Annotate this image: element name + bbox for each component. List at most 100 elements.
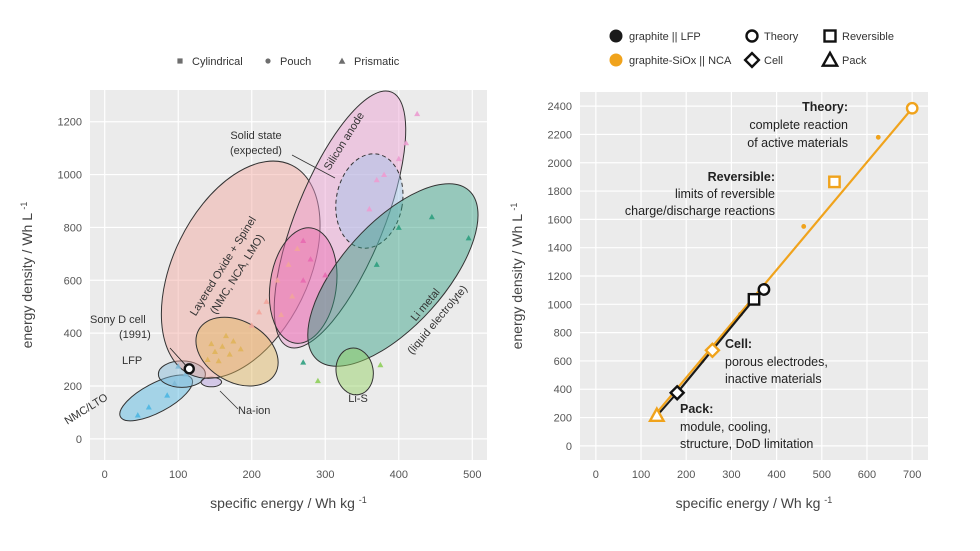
- region-ellipse: [268, 227, 338, 344]
- legend-marker-square: [177, 58, 183, 64]
- data-point: [219, 343, 226, 349]
- y-tick-label: 1800: [548, 186, 572, 198]
- data-point: [307, 256, 314, 262]
- y-axis-title: energy density / Wh L -1: [509, 203, 525, 350]
- data-point: [381, 171, 388, 177]
- legend-marker-theory: [745, 29, 759, 43]
- x-tick-label: 700: [903, 469, 921, 481]
- y-tick-label: 800: [64, 222, 82, 234]
- data-point: [263, 298, 270, 304]
- annotation-reversible-line2: charge/discharge reactions: [625, 204, 775, 218]
- na-ion-leader: [219, 390, 239, 410]
- region-ellipse: [273, 90, 407, 349]
- y-tick-label: 1200: [58, 117, 82, 129]
- y-tick-label: 600: [554, 356, 572, 368]
- y-tick-label: 200: [554, 413, 572, 425]
- minor-point-nca: [875, 134, 881, 140]
- x-tick-label: 0: [593, 469, 599, 481]
- legend-label-reversible: Reversible: [842, 31, 894, 43]
- data-point: [230, 338, 237, 344]
- x-axis-title-sup: -1: [359, 495, 367, 505]
- legend-label-theory: Theory: [764, 31, 799, 43]
- region-ellipse: [335, 153, 404, 249]
- annotation-theory-line1: complete reaction: [749, 118, 848, 132]
- annotation-lfp: LFP: [122, 355, 142, 367]
- data-point: [366, 205, 373, 212]
- annotation-cell-line2: inactive materials: [725, 372, 822, 386]
- y-tick-label: 600: [64, 275, 82, 287]
- legend-label: Pouch: [280, 56, 311, 68]
- x-tick-label: 300: [316, 469, 334, 481]
- data-point: [274, 277, 281, 283]
- y-tick-label: 2000: [548, 158, 572, 170]
- data-point: [211, 348, 218, 355]
- annotation-reversible-line1: limits of reversible: [675, 187, 775, 201]
- y-tick-label: 400: [64, 328, 82, 340]
- x-tick-label: 600: [858, 469, 876, 481]
- y-tick-label: 2200: [548, 129, 572, 141]
- data-point: [226, 351, 233, 357]
- annotation-solid-state: Solid state: [230, 130, 281, 142]
- solid-state-leader: [291, 154, 336, 179]
- data-point: [403, 139, 410, 146]
- plot-background: [90, 90, 487, 460]
- x-axis-title-sup: -1: [824, 495, 832, 505]
- data-point: [395, 224, 402, 230]
- x-tick-label: 400: [767, 469, 785, 481]
- data-point: [248, 322, 255, 328]
- region-ellipse: [335, 347, 374, 396]
- data-point: [223, 332, 230, 339]
- y-tick-label: 2400: [548, 101, 572, 113]
- y-axis-title: energy density / Wh L -1: [19, 202, 35, 349]
- legend-label: Cylindrical: [192, 56, 243, 68]
- x-tick-label: 200: [243, 469, 261, 481]
- data-point: [164, 392, 171, 398]
- y-tick-label: 1200: [548, 271, 572, 283]
- y-tick-label: 1600: [548, 214, 572, 226]
- data-point: [145, 404, 152, 410]
- annotation-na-ion: Na-ion: [238, 405, 270, 417]
- legend-marker-circle: [265, 58, 271, 64]
- data-point: [208, 340, 215, 347]
- data-point: [171, 380, 178, 386]
- x-tick-label: 300: [722, 469, 740, 481]
- y-tick-label: 1000: [548, 299, 572, 311]
- y-tick-label: 1000: [58, 170, 82, 182]
- data-point: [428, 213, 435, 220]
- data-point: [395, 155, 402, 162]
- regions-group: [119, 90, 479, 422]
- y-tick-label: 200: [64, 381, 82, 393]
- point-lfp-theory: [757, 283, 771, 296]
- series-line-nca: [653, 107, 914, 417]
- legend-label-cell: Cell: [764, 55, 783, 67]
- data-point: [182, 371, 189, 377]
- sony-d-cell-marker: [183, 363, 195, 375]
- point-nca-cell: [704, 342, 721, 359]
- legend-marker-pack: [820, 50, 840, 67]
- y-tick-label: 800: [554, 328, 572, 340]
- point-nca-pack: [648, 406, 666, 423]
- data-point: [278, 311, 285, 318]
- legend-marker-triangle: [338, 57, 346, 64]
- minor-point-nca: [801, 224, 807, 229]
- x-tick-label: 500: [463, 469, 481, 481]
- annotation-cell-line1: porous electrodes,: [725, 355, 828, 369]
- legend-marker-lfp: [609, 29, 623, 43]
- region-ellipse: [307, 183, 479, 367]
- annotation-solid-state-sub: (expected): [230, 145, 282, 157]
- data-point: [134, 412, 141, 418]
- x-axis-title: specific energy / Wh kg -1: [210, 495, 367, 511]
- point-nca-theory: [905, 101, 919, 115]
- y-tick-label: 0: [76, 434, 82, 446]
- data-point: [215, 357, 222, 364]
- data-point: [465, 235, 472, 241]
- x-tick-label: 100: [632, 469, 650, 481]
- x-tick-label: 500: [813, 469, 831, 481]
- annotation-theory-title: Theory:: [802, 100, 848, 114]
- region-ellipse: [200, 376, 223, 388]
- legend-marker-nca: [609, 53, 623, 67]
- annotation-sony-d: Sony D cell: [90, 314, 146, 326]
- y-axis-title-sup: -1: [509, 203, 519, 211]
